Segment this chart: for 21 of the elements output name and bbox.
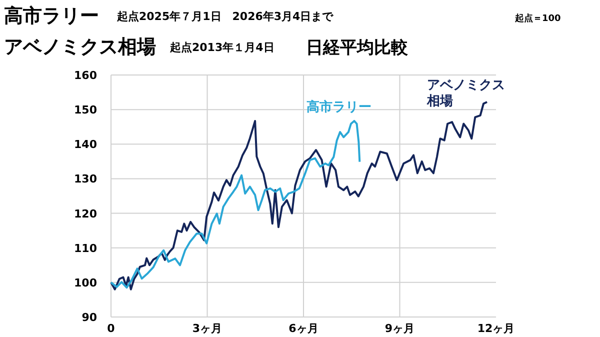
y-tick-label: 120 (74, 207, 98, 220)
y-tick-label: 90 (82, 311, 98, 324)
chart-subtitle: 起点2025年７月1日 2026年3月4日まで (116, 10, 334, 23)
text: 起点2013年１月4日 (169, 41, 274, 54)
x-tick-label: 0 (107, 322, 116, 335)
x-tick-label: 12ヶ月 (477, 322, 515, 335)
series-label: 高市ラリー (306, 98, 372, 115)
x-tick-label: 6ヶ月 (288, 322, 318, 335)
y-tick-label: 110 (74, 242, 98, 255)
y-tick-label: 160 (74, 69, 98, 82)
series-label: アベノミクス相場 (426, 78, 506, 109)
text: 起点＝100 (514, 13, 561, 24)
text: 日経平均比較 (306, 38, 409, 58)
y-tick-label: 140 (74, 138, 98, 152)
y-tick-label: 100 (74, 276, 98, 290)
y-tick-label: 150 (74, 104, 98, 117)
x-tick-label: 9ヶ月 (384, 322, 415, 335)
y-tick-label: 130 (74, 172, 98, 186)
text: アベノミクス相場 (4, 36, 156, 58)
chart-title: 高市ラリー (4, 5, 99, 27)
x-tick-label: 3ヶ月 (192, 322, 222, 335)
